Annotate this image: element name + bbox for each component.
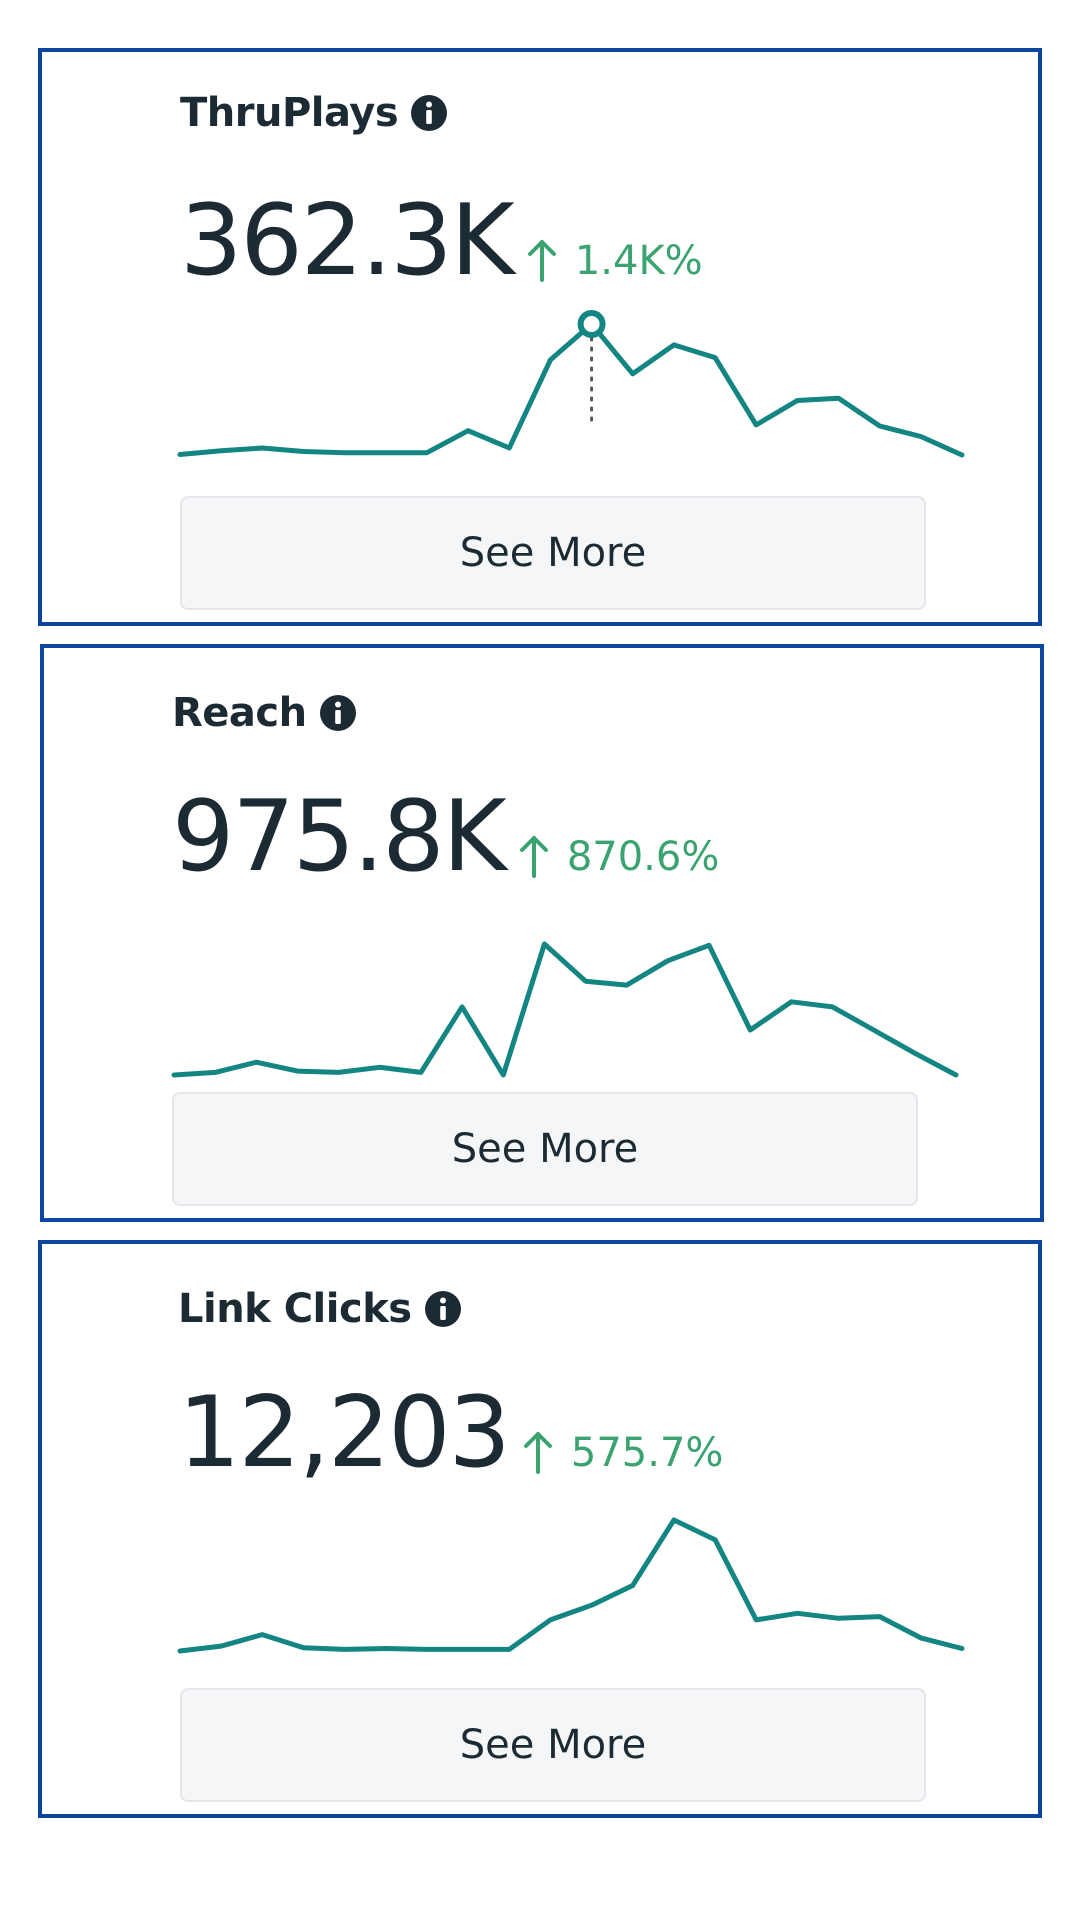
metric-delta-text: 870.6%	[566, 834, 720, 880]
metric-value: 975.8K	[172, 780, 507, 894]
metric-delta: 870.6%	[519, 834, 720, 882]
metric-row: 362.3K 1.4K%	[180, 192, 703, 290]
info-icon[interactable]	[319, 694, 357, 732]
card-reach: Reach 975.8K 870.6% See More	[40, 644, 1044, 1222]
see-more-button[interactable]: See More	[180, 1688, 926, 1802]
sparkline-series	[177, 1517, 965, 1654]
arrow-up-icon	[519, 836, 548, 878]
metric-delta: 1.4K%	[527, 238, 703, 286]
sparkline-chart	[177, 1517, 965, 1654]
see-more-button[interactable]: See More	[172, 1092, 918, 1206]
sparkline-series	[171, 941, 959, 1078]
info-icon[interactable]	[410, 94, 448, 132]
sparkline-chart	[177, 310, 965, 458]
metric-value: 12,203	[178, 1376, 511, 1490]
card-thruplays: ThruPlays 362.3K 1.4K% See More	[38, 48, 1042, 626]
card-title: Reach	[172, 690, 307, 736]
card-link-clicks: Link Clicks 12,203 575.7% See More	[38, 1240, 1042, 1818]
hover-point-marker[interactable]	[577, 310, 606, 338]
card-title: ThruPlays	[180, 90, 399, 136]
metric-value: 362.3K	[180, 184, 515, 298]
info-icon[interactable]	[424, 1290, 462, 1328]
metric-row: 975.8K 870.6%	[172, 788, 719, 886]
card-header: ThruPlays	[180, 90, 448, 136]
metric-delta-text: 1.4K%	[574, 238, 703, 284]
card-header: Reach	[172, 690, 357, 736]
metric-row: 12,203 575.7%	[178, 1384, 723, 1482]
sparkline-series	[177, 321, 965, 458]
see-more-button[interactable]: See More	[180, 496, 926, 610]
card-title: Link Clicks	[178, 1286, 412, 1332]
sparkline-chart	[171, 941, 959, 1078]
arrow-up-icon	[527, 240, 556, 282]
metric-delta: 575.7%	[523, 1430, 724, 1478]
arrow-up-icon	[523, 1432, 552, 1474]
card-header: Link Clicks	[178, 1286, 462, 1332]
metric-delta-text: 575.7%	[570, 1430, 724, 1476]
